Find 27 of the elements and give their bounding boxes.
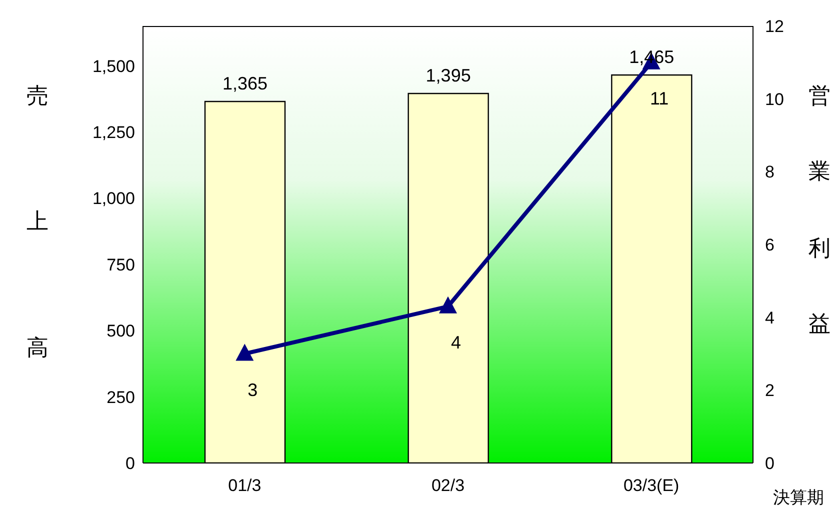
y-tick-label: 1,250 bbox=[92, 122, 135, 142]
x-axis-title: 決算期 bbox=[773, 488, 824, 507]
y2-tick-label: 2 bbox=[765, 381, 774, 400]
y2-tick-label: 6 bbox=[765, 236, 774, 255]
y-tick-label: 750 bbox=[106, 255, 135, 274]
y2-tick-label: 12 bbox=[765, 17, 784, 36]
y2-tick-label: 0 bbox=[765, 454, 774, 474]
y2-tick-label: 4 bbox=[765, 308, 774, 328]
data-label: 1,395 bbox=[426, 66, 471, 86]
point bbox=[439, 296, 457, 314]
x-tick-label: 01/3 bbox=[228, 476, 262, 496]
x-tick-label: 02/3 bbox=[431, 476, 465, 496]
y2-axis-title: 営業利益 bbox=[808, 66, 832, 372]
data-label: 11 bbox=[650, 88, 669, 108]
y2-tick-label: 8 bbox=[765, 162, 774, 182]
data-label: 3 bbox=[248, 380, 258, 400]
y-tick-label: 0 bbox=[126, 454, 135, 474]
data-label: 4 bbox=[450, 332, 462, 352]
y2-tick-label: 10 bbox=[765, 90, 784, 109]
x-tick-label: 03/3(E) bbox=[623, 476, 680, 496]
y-axis-title: 売上高 bbox=[26, 66, 50, 442]
data-label: 1,365 bbox=[222, 73, 268, 94]
y-tick-label: 1,000 bbox=[92, 189, 135, 208]
y-tick-label: 500 bbox=[106, 322, 135, 341]
point bbox=[236, 344, 254, 361]
y-tick-label: 1,500 bbox=[92, 56, 135, 76]
y-tick-label: 250 bbox=[106, 388, 135, 407]
